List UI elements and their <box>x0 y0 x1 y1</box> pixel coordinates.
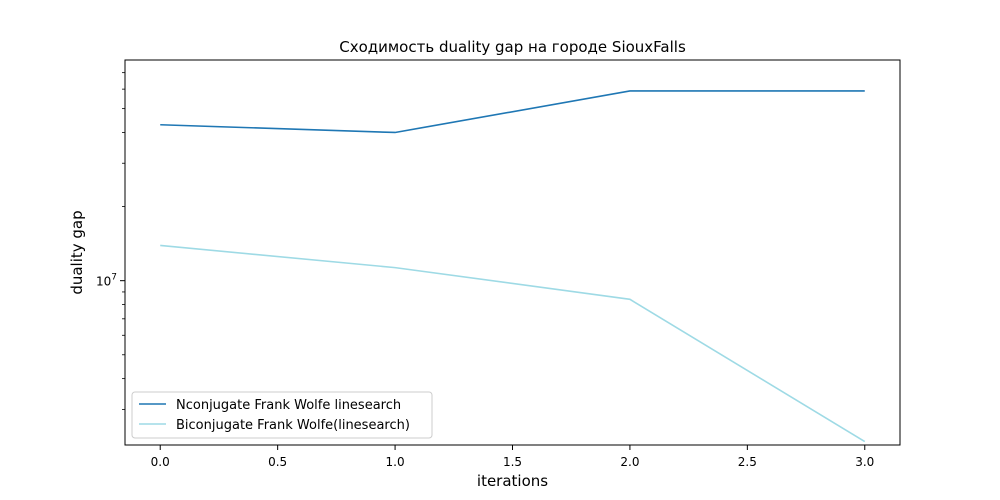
x-tick-label: 0.0 <box>151 455 170 469</box>
series-line-1 <box>160 90 865 134</box>
x-tick-label: 0.5 <box>268 455 287 469</box>
legend-label-1: Nconjugate Frank Wolfe linesearch <box>176 398 401 413</box>
x-tick-label: 2.5 <box>738 455 757 469</box>
x-tick-label: 1.5 <box>503 455 522 469</box>
y-tick-label: 107 <box>96 273 117 289</box>
x-tick-label: 1.0 <box>386 455 405 469</box>
series-line-2 <box>160 244 866 443</box>
legend-box <box>131 391 433 439</box>
y-axis-label: duality gap <box>68 210 86 294</box>
x-axis-label: iterations <box>477 472 548 490</box>
x-tick-label: 3.0 <box>855 455 874 469</box>
legend: Nconjugate Frank Wolfe linesearch Biconju… <box>131 391 433 439</box>
chart-title: Сходимость duality gap на городе SiouxFa… <box>339 38 686 56</box>
plot-area-frame <box>124 59 901 446</box>
x-tick-label: 2.0 <box>620 455 639 469</box>
legend-label-2: Biconjugate Frank Wolfe(linesearch) <box>176 418 410 433</box>
